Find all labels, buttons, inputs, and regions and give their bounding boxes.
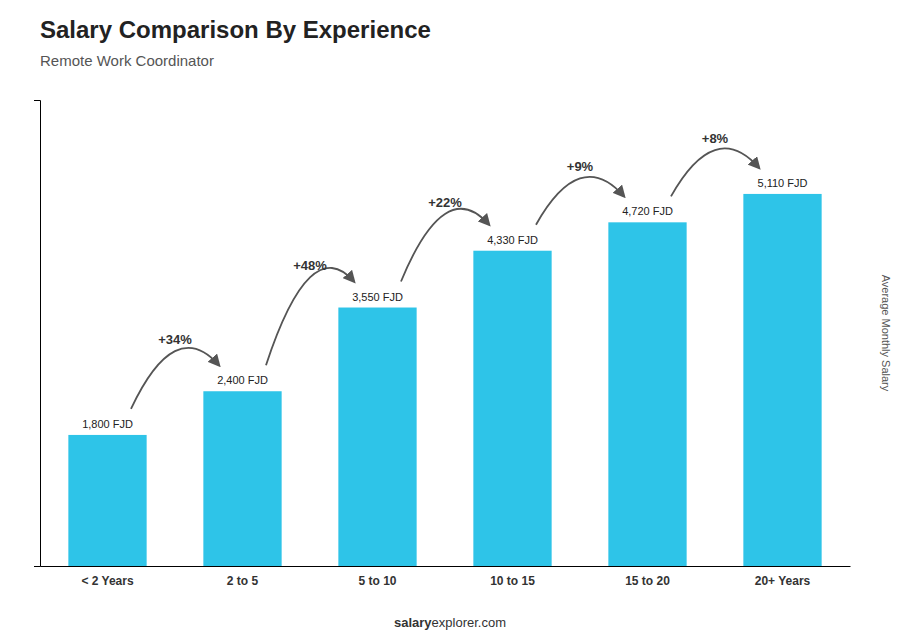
data-label: 4,330 FJD — [487, 234, 538, 246]
chart: Salary Comparison By Experience Remote Wo… — [0, 0, 900, 641]
data-label: 1,800 FJD — [82, 418, 133, 430]
data-label: 3,550 FJD — [352, 291, 403, 303]
bar — [338, 308, 416, 566]
change-arrow — [401, 209, 489, 282]
data-label: 5,110 FJD — [758, 177, 808, 189]
change-arrow — [266, 268, 354, 365]
bar — [68, 435, 146, 566]
change-label: +8% — [702, 131, 729, 146]
y-axis-line — [34, 101, 41, 567]
bar — [203, 391, 281, 566]
footer: salaryexplorer.com — [394, 615, 506, 630]
change-label: +9% — [567, 159, 594, 174]
x-tick: 5 to 10 — [358, 574, 396, 588]
data-label: 2,400 FJD — [217, 374, 268, 386]
x-tick-label: < 2 Years — [81, 574, 133, 588]
footer-part: salary — [394, 615, 432, 630]
change-label: +34% — [158, 332, 192, 347]
x-axis-line — [41, 566, 851, 567]
x-tick: 10 to 15 — [490, 574, 535, 588]
y-label: Average Monthly Salary — [880, 275, 892, 392]
bar — [473, 251, 551, 566]
change-label: +48% — [293, 258, 327, 273]
x-tick: 2 to 5 — [227, 574, 259, 588]
change-arrow — [536, 177, 624, 225]
data-label: 4,720 FJD — [622, 205, 673, 217]
x-axis: < 2 Years 2 to 5 5 to 10 10 to 15 15 to 20 20… — [41, 567, 851, 588]
x-tick-label: 15 to 20 — [625, 574, 670, 588]
title: Salary Comparison By Experience — [40, 16, 431, 43]
x-tick-label: 20+ Years — [755, 574, 811, 588]
change-arrow — [131, 348, 219, 409]
bars — [68, 194, 821, 566]
x-tick: 15 to 20 — [625, 574, 670, 588]
bar — [743, 194, 821, 566]
subtitle: Remote Work Coordinator — [40, 52, 214, 69]
footer-part: explorer.com — [432, 615, 506, 630]
x-tick-label: 10 to 15 — [490, 574, 535, 588]
x-tick: < 2 Years — [81, 574, 133, 588]
x-tick: 20+ Years — [755, 574, 811, 588]
x-tick-label: 5 to 10 — [358, 574, 396, 588]
annotations: +34% +48% +22% +9% +8% — [131, 131, 759, 409]
x-tick-label: 2 to 5 — [227, 574, 259, 588]
plot-area: < 2 Years 2 to 5 5 to 10 10 to 15 15 to 20 20… — [34, 101, 851, 588]
bar — [608, 222, 686, 566]
change-label: +22% — [428, 195, 462, 210]
change-arrow — [671, 148, 759, 196]
y-axis — [34, 101, 41, 567]
